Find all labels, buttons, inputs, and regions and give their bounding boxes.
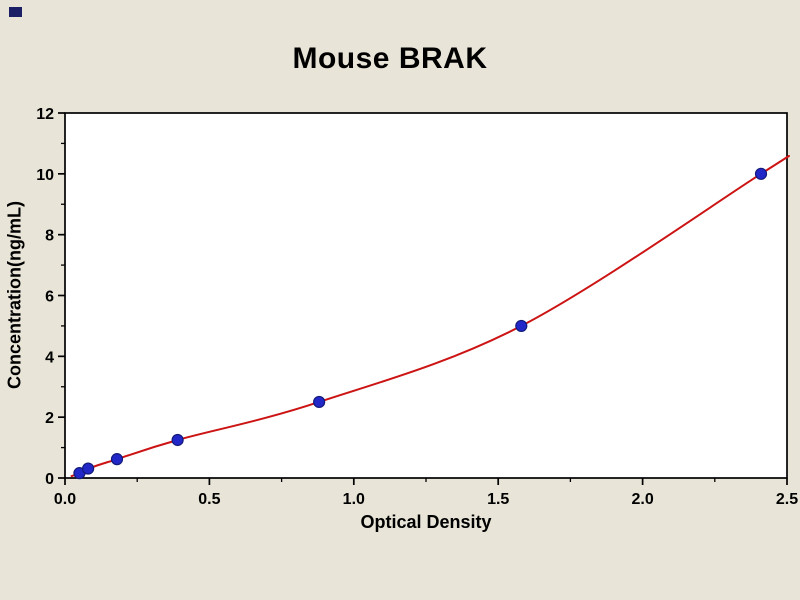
y-tick-label: 8 bbox=[45, 228, 54, 245]
data-point bbox=[171, 433, 184, 447]
x-tick-label: 0.5 bbox=[198, 491, 220, 508]
x-tick-label: 2.0 bbox=[631, 491, 653, 508]
x-tick-label: 1.5 bbox=[487, 491, 509, 508]
x-axis-label: Optical Density bbox=[360, 512, 492, 532]
data-point bbox=[110, 453, 124, 466]
plot-frame bbox=[64, 112, 788, 479]
data-point bbox=[754, 167, 768, 180]
y-tick-label: 0 bbox=[45, 471, 54, 488]
y-axis-label: Concentration(ng/mL) bbox=[4, 201, 25, 390]
data-point bbox=[82, 462, 95, 475]
data-point bbox=[515, 319, 528, 333]
y-tick-label: 4 bbox=[45, 349, 54, 366]
x-tick-label: 2.5 bbox=[776, 491, 798, 508]
y-tick-label: 6 bbox=[45, 289, 54, 306]
x-tick-label: 0.0 bbox=[54, 491, 76, 508]
corner-mark bbox=[9, 7, 22, 17]
y-tick-label: 2 bbox=[45, 410, 54, 427]
chart-title: Mouse BRAK bbox=[292, 42, 488, 75]
y-tick-label: 10 bbox=[36, 167, 54, 184]
y-tick-label: 12 bbox=[36, 106, 54, 123]
x-tick-label: 1.0 bbox=[343, 491, 365, 508]
data-point bbox=[313, 395, 326, 409]
